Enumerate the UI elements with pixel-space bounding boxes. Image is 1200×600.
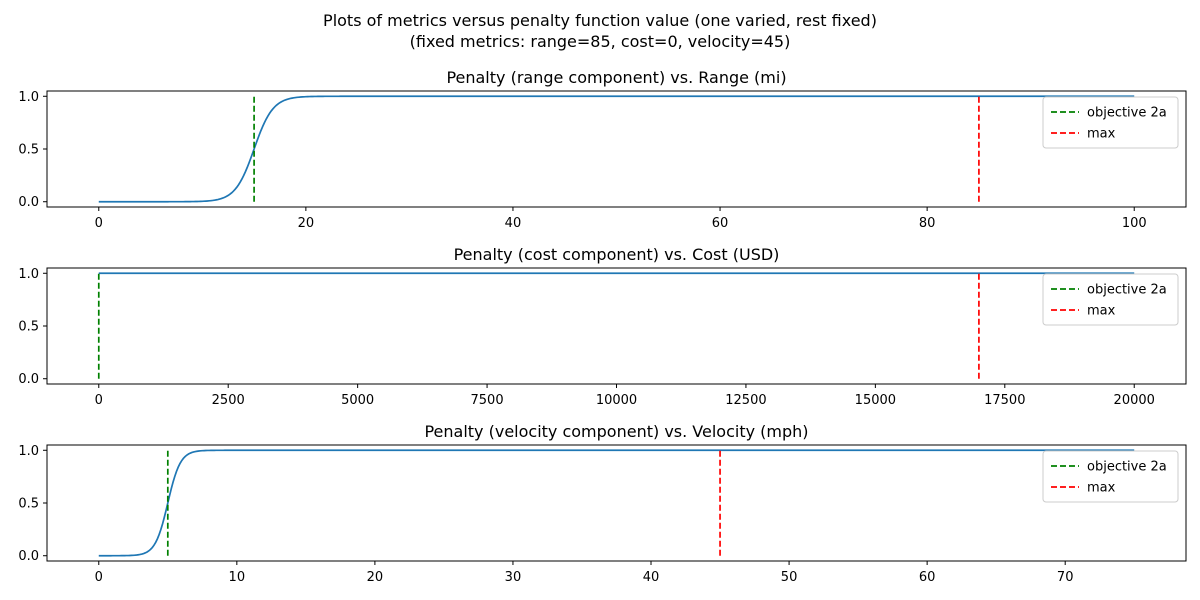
y-tick-label: 1.0 [18,267,39,282]
axes-frame [46,267,1187,385]
x-tick-label: 40 [643,570,660,585]
subplot-title: Penalty (range component) vs. Range (mi) [446,68,786,87]
y-tick-label: 0.5 [18,497,39,512]
x-tick-label: 100 [1122,216,1147,231]
legend-box [1042,450,1179,503]
penalty-curve [98,95,1135,203]
legend-label: max [1087,481,1116,496]
legend-label: objective 2a [1087,283,1167,298]
x-tick-label: 2500 [212,393,245,408]
legend-label: objective 2a [1087,106,1167,121]
figure-suptitle-line2: (fixed metrics: range=85, cost=0, veloci… [410,32,791,51]
y-tick-label: 0.0 [18,372,39,387]
x-tick-label: 17500 [984,393,1025,408]
x-tick-label: 0 [95,570,103,585]
legend: objective 2a max [1042,96,1179,149]
subplot-1: Penalty (range component) vs. Range (mi)… [18,68,1187,231]
legend-label: max [1087,304,1116,319]
x-tick-label: 0 [95,216,103,231]
x-tick-label: 70 [1057,570,1074,585]
y-tick-label: 0.5 [18,143,39,158]
y-tick-label: 0.0 [18,549,39,564]
x-tick-label: 7500 [471,393,504,408]
x-tick-label: 60 [919,570,936,585]
legend-box [1042,96,1179,149]
subplot-title: Penalty (cost component) vs. Cost (USD) [454,245,780,264]
subplots: Penalty (range component) vs. Range (mi)… [18,68,1187,585]
axes-frame [46,90,1187,208]
x-tick-label: 12500 [725,393,766,408]
subplot-title: Penalty (velocity component) vs. Velocit… [424,422,808,441]
x-tick-label: 10000 [596,393,637,408]
y-tick-label: 1.0 [18,444,39,459]
axes-frame [46,444,1187,562]
x-tick-label: 15000 [855,393,896,408]
legend-box [1042,273,1179,326]
x-tick-label: 5000 [341,393,374,408]
x-tick-label: 30 [505,570,522,585]
x-tick-label: 0 [95,393,103,408]
x-tick-label: 20 [367,570,384,585]
y-tick-label: 0.0 [18,195,39,210]
x-tick-label: 40 [505,216,522,231]
x-tick-label: 60 [712,216,729,231]
legend: objective 2a max [1042,450,1179,503]
y-tick-label: 0.5 [18,320,39,335]
x-tick-label: 80 [919,216,936,231]
subplot-2: Penalty (cost component) vs. Cost (USD) 0… [18,245,1187,408]
figure-suptitle-line1: Plots of metrics versus penalty function… [323,11,877,30]
penalty-curve [98,449,1135,557]
subplot-3: Penalty (velocity component) vs. Velocit… [18,422,1187,585]
x-tick-label: 50 [781,570,798,585]
x-tick-label: 20000 [1114,393,1155,408]
legend-label: max [1087,127,1116,142]
legend-label: objective 2a [1087,460,1167,475]
legend: objective 2a max [1042,273,1179,326]
x-tick-label: 20 [298,216,315,231]
x-tick-label: 10 [229,570,246,585]
y-tick-label: 1.0 [18,90,39,105]
